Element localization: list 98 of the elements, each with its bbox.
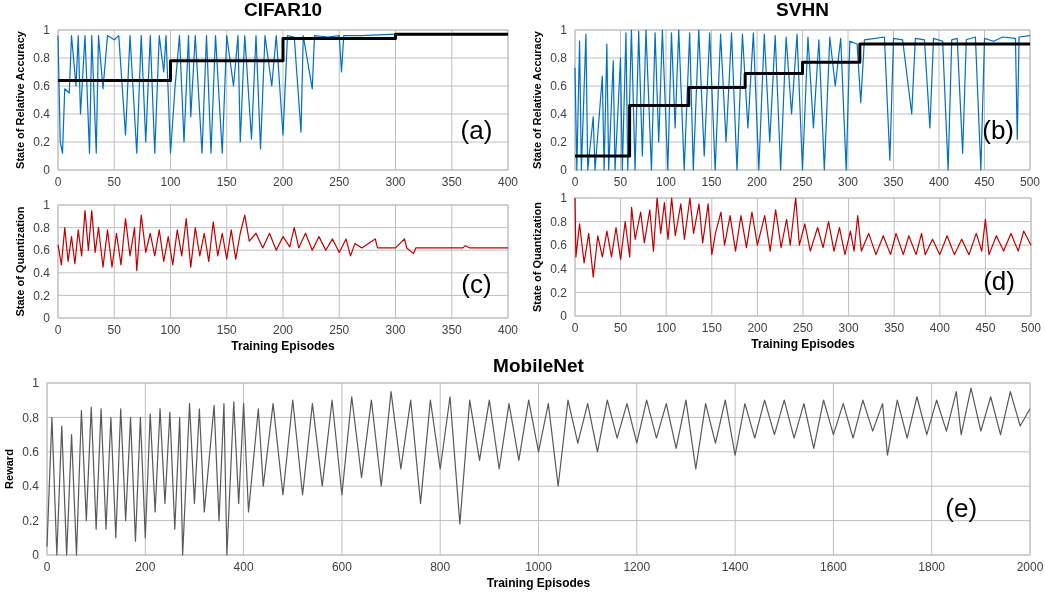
annotation: (d) (983, 266, 1015, 297)
line-series (57, 33, 397, 154)
x-tick-label: 0 (571, 175, 579, 189)
x-tick-label: 100 (655, 175, 677, 189)
y-axis-title: State of Quantization (531, 201, 543, 312)
x-tick-label: 200 (272, 323, 294, 337)
y-tick-label: 0.2 (33, 135, 51, 150)
annotation: (e) (945, 493, 978, 524)
x-axis-title: Training Episodes (751, 337, 855, 351)
x-tick-label: 0 (571, 321, 579, 335)
y-tick-label: 0.6 (550, 79, 568, 94)
x-tick-label: 2000 (1016, 560, 1044, 574)
y-axis-title: Reward (3, 449, 15, 489)
x-tick-label: 1000 (525, 560, 553, 574)
x-tick-label: 100 (160, 323, 181, 337)
y-tick-label: 0.8 (550, 214, 568, 229)
x-tick-label: 400 (233, 560, 254, 574)
y-tick-label: 0.4 (33, 266, 51, 280)
x-tick-label: 50 (613, 321, 628, 335)
x-tick-label: 0 (54, 323, 62, 337)
x-tick-label: 100 (656, 321, 677, 335)
x-tick-label: 200 (746, 175, 768, 189)
y-tick-label: 0.2 (22, 513, 40, 528)
y-tick-label: 0.6 (22, 445, 40, 459)
y-tick-label: 0.4 (33, 107, 51, 122)
y-tick-label: 1 (560, 191, 568, 206)
x-tick-label: 50 (107, 323, 122, 337)
x-tick-label: 350 (441, 175, 463, 189)
x-tick-label: 200 (747, 321, 768, 335)
chart-title: CIFAR10 (243, 0, 323, 20)
y-tick-label: 1 (32, 376, 40, 391)
y-tick-label: 0.8 (33, 51, 51, 66)
x-tick-label: 100 (160, 175, 181, 189)
y-tick-label: 0 (560, 309, 568, 324)
x-tick-label: 150 (216, 175, 238, 189)
x-tick-label: 300 (838, 321, 859, 335)
x-tick-label: 400 (929, 321, 951, 335)
line-series (57, 210, 509, 272)
y-axis-title: State of Quantization (14, 206, 26, 317)
x-tick-label: 250 (792, 321, 814, 335)
x-tick-label: 350 (884, 321, 905, 335)
x-tick-label: 1600 (820, 560, 848, 574)
x-tick-label: 400 (497, 175, 519, 189)
x-tick-label: 350 (441, 323, 463, 337)
y-tick-label: 0.6 (33, 79, 51, 94)
y-tick-label: 0.4 (550, 107, 568, 122)
x-tick-label: 400 (497, 323, 519, 337)
x-tick-label: 150 (216, 323, 238, 337)
x-tick-label: 450 (974, 175, 995, 189)
x-tick-label: 150 (701, 321, 723, 335)
y-tick-label: 0.4 (22, 479, 40, 494)
x-tick-label: 200 (272, 175, 294, 189)
y-axis-title: State of Relative Accuracy (531, 30, 543, 169)
x-tick-label: 300 (837, 175, 859, 189)
x-tick-label: 500 (1019, 175, 1041, 189)
y-tick-label: 0.2 (33, 288, 51, 303)
chart-title: MobileNet (493, 355, 585, 376)
y-tick-label: 1 (560, 23, 568, 38)
x-tick-label: 600 (331, 560, 353, 574)
annotation: (c) (461, 269, 492, 300)
x-tick-label: 400 (928, 175, 950, 189)
x-tick-label: 50 (613, 175, 628, 189)
y-tick-label: 1 (43, 198, 51, 213)
x-tick-label: 250 (792, 175, 813, 189)
x-tick-label: 0 (54, 175, 62, 189)
x-axis-title: Training Episodes (231, 339, 335, 353)
annotation: (a) (460, 115, 493, 146)
y-tick-label: 0.6 (550, 238, 568, 253)
x-tick-label: 250 (329, 175, 350, 189)
x-tick-label: 200 (135, 560, 156, 574)
y-tick-label: 0.2 (550, 285, 568, 300)
y-tick-label: 0.8 (22, 410, 40, 425)
x-tick-label: 800 (430, 560, 451, 574)
x-tick-label: 1200 (623, 560, 651, 574)
line-series (574, 29, 1031, 171)
x-tick-label: 500 (1020, 321, 1042, 335)
y-tick-label: 0 (43, 163, 51, 178)
x-tick-label: 250 (329, 323, 350, 337)
y-tick-label: 0.2 (550, 135, 568, 150)
y-tick-label: 0 (32, 548, 40, 563)
x-tick-label: 300 (385, 323, 406, 337)
y-axis-title: State of Relative Accuracy (14, 30, 26, 169)
y-tick-label: 0.4 (550, 262, 568, 276)
x-axis-title: Training Episodes (486, 576, 591, 590)
y-tick-label: 0.8 (33, 220, 51, 235)
x-tick-label: 50 (107, 175, 122, 189)
x-tick-label: 150 (701, 175, 722, 189)
y-tick-label: 0.8 (550, 51, 568, 66)
x-tick-label: 1800 (918, 560, 946, 574)
y-tick-label: 0 (560, 163, 568, 178)
y-tick-label: 0.6 (33, 243, 51, 258)
x-tick-label: 300 (385, 175, 406, 189)
x-tick-label: 1400 (721, 560, 749, 574)
chart-title: SVHN (776, 0, 829, 20)
x-tick-label: 350 (883, 175, 904, 189)
x-tick-label: 450 (975, 321, 996, 335)
annotation: (b) (982, 115, 1015, 146)
y-tick-label: 1 (43, 23, 51, 38)
